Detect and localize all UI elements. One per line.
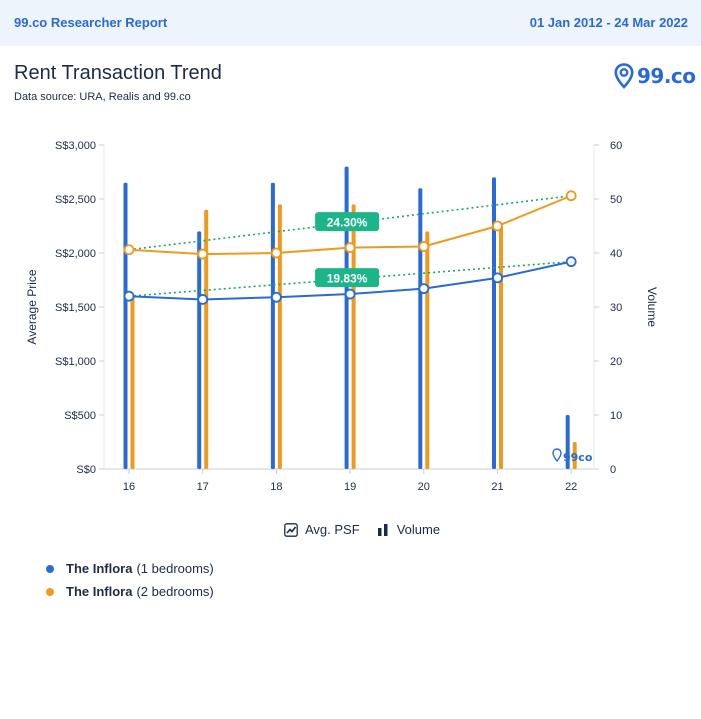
price-point [270, 291, 282, 303]
volume-bar [270, 182, 275, 470]
y-left-tick-label: S$2,500 [55, 194, 96, 206]
price-point [344, 242, 356, 253]
price-point [492, 220, 503, 232]
chart-grid [103, 145, 595, 470]
price-point [197, 294, 209, 305]
volume-bar [204, 209, 209, 470]
x-tick-label: 22 [565, 481, 577, 493]
y-right-tick-label: 0 [610, 464, 616, 476]
watermark-pin-icon [552, 448, 562, 463]
price-point [270, 247, 282, 259]
volume-bar [565, 415, 570, 469]
chart-legend: Avg. PSF Volume [284, 522, 456, 537]
series-legend-item[interactable]: The Inflora (2 bedrooms) [46, 580, 214, 603]
chart-watermark: 99co [552, 448, 593, 464]
price-point [418, 241, 430, 252]
trend-badge [315, 212, 380, 232]
series-legend-item[interactable]: The Inflora (1 bedrooms) [46, 557, 214, 580]
price-point [492, 272, 503, 284]
price-point [418, 283, 430, 295]
brand-logo: 99.co [614, 62, 696, 90]
volume-bar [418, 188, 423, 469]
volume-bar [425, 231, 430, 469]
series-detail: (2 bedrooms) [136, 584, 214, 599]
price-points [123, 190, 577, 305]
bar-chart-icon [377, 523, 388, 536]
data-source: Data source: URA, Realis and 99.co [14, 91, 191, 103]
rent-chart: 24.30% 19.83% S$0 S$500 S$1,000 S$1,500 S$2,0… [25, 140, 659, 493]
report-header: 99.co Researcher Report 01 Jan 2012 - 24… [0, 0, 701, 46]
x-tick-label: 17 [197, 481, 209, 493]
y-left-tick-label: S$1,000 [55, 356, 96, 368]
y-left-tick-label: S$0 [76, 464, 96, 476]
price-point [344, 288, 356, 300]
x-tick-label: 16 [123, 481, 135, 493]
series-project: The Inflora [66, 561, 133, 576]
volume-bar [492, 177, 496, 469]
y-right-tick-label: 50 [610, 194, 622, 206]
x-tick-label: 18 [270, 481, 282, 493]
y-left-tick-label: S$2,000 [55, 248, 96, 260]
x-tick-label: 19 [344, 481, 356, 493]
legend-avg-psf-label: Avg. PSF [305, 522, 360, 537]
legend-avg-psf[interactable]: Avg. PSF [284, 522, 360, 537]
y-right-tick-label: 60 [610, 140, 622, 152]
price-point [197, 248, 209, 260]
y-left-tick-label: S$1,500 [55, 302, 96, 314]
series-detail: (1 bedrooms) [136, 561, 214, 576]
x-tick-label: 21 [491, 481, 503, 493]
line-chart-icon [284, 522, 298, 537]
volume-bar [197, 231, 202, 469]
date-range: 01 Jan 2012 - 24 Mar 2022 [529, 15, 688, 30]
y-right-tick-label: 20 [610, 356, 622, 368]
volume-bars [123, 166, 577, 470]
chart-axes: S$0 S$500 S$1,000 S$1,500 S$2,000 S$2,500 S$3,… [25, 140, 659, 493]
y-left-axis-label: Average Price [25, 269, 39, 344]
y-right-tick-label: 10 [610, 410, 622, 422]
y-right-tick-label: 30 [610, 302, 622, 314]
watermark-text: 99co [563, 451, 593, 464]
chart-title: Rent Transaction Trend [14, 62, 222, 84]
series-project: The Inflora [66, 584, 133, 599]
volume-bar [130, 296, 135, 469]
y-right-tick-label: 40 [610, 248, 622, 260]
y-left-tick-label: S$3,000 [55, 140, 96, 152]
trend-badges: 24.30% 19.83% [315, 212, 380, 288]
x-tick-label: 20 [418, 481, 430, 493]
price-point [565, 256, 577, 268]
trend-badge-label: 24.30% [327, 216, 368, 230]
price-point [123, 244, 135, 256]
series-legend: The Inflora (1 bedrooms) The Inflora (2 … [46, 557, 214, 603]
report-label: 99.co Researcher Report [14, 15, 168, 30]
price-point [565, 190, 577, 202]
trend-badge [315, 268, 380, 288]
map-pin-icon [614, 63, 634, 89]
series-color-dot [46, 564, 54, 573]
brand-name: 99.co [637, 64, 696, 88]
volume-bar [277, 204, 282, 469]
volume-bar [344, 166, 349, 469]
trend-line [128, 194, 572, 251]
legend-volume[interactable]: Volume [376, 522, 440, 537]
series-color-dot [46, 587, 54, 596]
price-point [123, 290, 135, 302]
y-right-axis-label: Volume [645, 287, 659, 327]
y-left-tick-label: S$500 [64, 410, 96, 422]
volume-bar [572, 442, 577, 469]
volume-bar [499, 226, 503, 469]
legend-volume-label: Volume [396, 522, 441, 537]
trend-badge-label: 19.83% [327, 272, 368, 286]
volume-bar [123, 182, 128, 470]
